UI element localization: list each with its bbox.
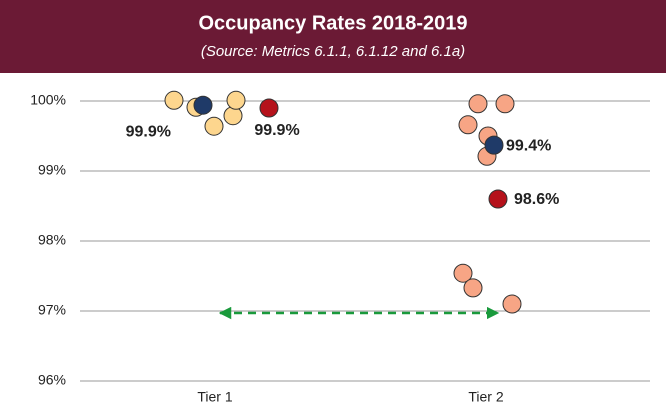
y-tick-label: 99% (38, 162, 66, 178)
data-label: 99.9% (126, 123, 171, 140)
header-band (0, 0, 666, 73)
y-tick-label: 98% (38, 232, 66, 248)
dot (223, 106, 243, 126)
highlight-dot (193, 95, 213, 115)
x-tick-label: Tier 1 (197, 389, 232, 405)
dot (458, 115, 478, 135)
data-label: 99.9% (254, 122, 299, 139)
y-tick-label: 100% (30, 92, 66, 108)
highlight-dot (259, 98, 279, 118)
dot (463, 278, 483, 298)
highlight-dot (488, 189, 508, 209)
chart-title: Occupancy Rates 2018-2019 (198, 12, 467, 34)
dot (453, 263, 473, 283)
chart-subtitle: (Source: Metrics 6.1.1, 6.1.12 and 6.1a) (201, 43, 465, 60)
dot (164, 90, 184, 110)
data-label: 98.6% (514, 191, 559, 208)
highlight-dot (484, 135, 504, 155)
y-tick-label: 97% (38, 302, 66, 318)
dot (226, 90, 246, 110)
data-label: 99.4% (506, 137, 551, 154)
y-tick-label: 96% (38, 372, 66, 388)
dot (468, 94, 488, 114)
x-tick-label: Tier 2 (468, 389, 503, 405)
dot (495, 94, 515, 114)
dot (204, 116, 224, 136)
dot (502, 294, 522, 314)
